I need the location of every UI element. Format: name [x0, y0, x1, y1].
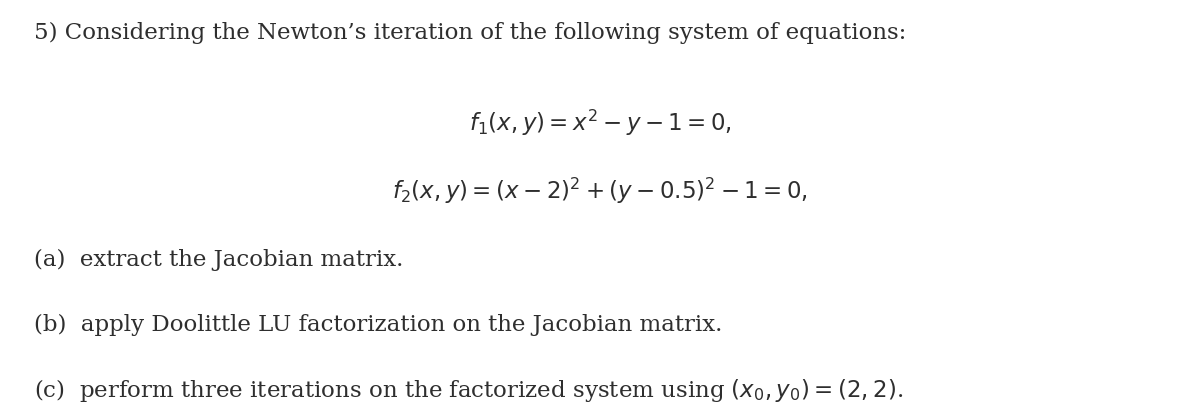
Text: $f_1(x, y) = x^2 - y - 1 = 0,$: $f_1(x, y) = x^2 - y - 1 = 0,$	[468, 107, 732, 138]
Text: (c)  perform three iterations on the factorized system using $(x_0, y_0) = (2, 2: (c) perform three iterations on the fact…	[34, 377, 902, 405]
Text: (a)  extract the Jacobian matrix.: (a) extract the Jacobian matrix.	[34, 249, 403, 271]
Text: $f_2(x, y) = (x - 2)^2 + (y - 0.5)^2 - 1 = 0,$: $f_2(x, y) = (x - 2)^2 + (y - 0.5)^2 - 1…	[392, 176, 808, 207]
Text: 5) Considering the Newton’s iteration of the following system of equations:: 5) Considering the Newton’s iteration of…	[34, 22, 906, 45]
Text: (b)  apply Doolittle LU factorization on the Jacobian matrix.: (b) apply Doolittle LU factorization on …	[34, 314, 722, 336]
